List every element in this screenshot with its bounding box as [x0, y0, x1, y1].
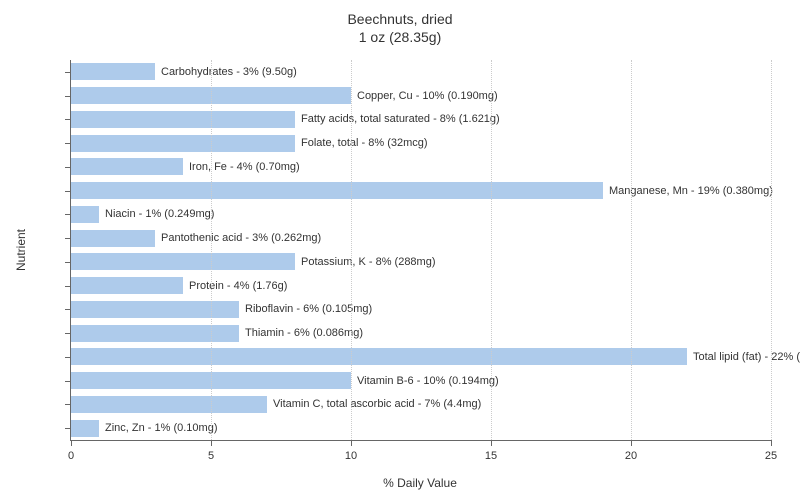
x-tick-label: 20 [625, 450, 637, 462]
y-tick [65, 119, 71, 120]
gridline [771, 60, 772, 440]
bar [71, 301, 239, 318]
bar [71, 206, 99, 223]
bar-label: Vitamin C, total ascorbic acid - 7% (4.4… [273, 398, 481, 410]
bar-label: Total lipid (fat) - 22% (14.18g) [693, 351, 800, 363]
y-tick [65, 404, 71, 405]
bar [71, 348, 687, 365]
y-tick [65, 381, 71, 382]
y-tick [65, 214, 71, 215]
bar [71, 135, 295, 152]
bar-label: Fatty acids, total saturated - 8% (1.621… [301, 113, 500, 125]
y-tick [65, 143, 71, 144]
y-tick [65, 72, 71, 73]
bars-layer: Carbohydrates - 3% (9.50g) Copper, Cu - 1… [71, 60, 771, 440]
gridline [491, 60, 492, 440]
chart-title-line2: 1 oz (28.35g) [359, 29, 442, 45]
bar-label: Carbohydrates - 3% (9.50g) [161, 66, 297, 78]
gridline [351, 60, 352, 440]
x-tick-label: 10 [345, 450, 357, 462]
y-axis-label-text: Nutrient [14, 229, 28, 271]
x-axis-label-text: % Daily Value [383, 476, 457, 490]
bar [71, 63, 155, 80]
bar-label: Riboflavin - 6% (0.105mg) [245, 303, 372, 315]
x-tick [211, 440, 212, 446]
x-tick [631, 440, 632, 446]
y-tick [65, 333, 71, 334]
bar [71, 230, 155, 247]
y-tick [65, 309, 71, 310]
x-axis-label: % Daily Value [70, 476, 770, 490]
chart-title: Beechnuts, dried 1 oz (28.35g) [0, 10, 800, 46]
x-tick-label: 5 [208, 450, 214, 462]
x-tick [71, 440, 72, 446]
x-tick [351, 440, 352, 446]
bar-label: Zinc, Zn - 1% (0.10mg) [105, 422, 217, 434]
bar-label: Niacin - 1% (0.249mg) [105, 208, 214, 220]
x-tick [771, 440, 772, 446]
x-tick [491, 440, 492, 446]
bar-label: Copper, Cu - 10% (0.190mg) [357, 90, 498, 102]
bar [71, 396, 267, 413]
bar [71, 325, 239, 342]
y-tick [65, 262, 71, 263]
bar-label: Manganese, Mn - 19% (0.380mg) [609, 185, 773, 197]
bar [71, 182, 603, 199]
gridline [211, 60, 212, 440]
y-tick [65, 191, 71, 192]
x-tick-label: 25 [765, 450, 777, 462]
y-tick [65, 428, 71, 429]
plot-area: Carbohydrates - 3% (9.50g) Copper, Cu - 1… [70, 60, 771, 441]
nutrient-bar-chart: Beechnuts, dried 1 oz (28.35g) Nutrient … [0, 0, 800, 500]
x-tick-label: 0 [68, 450, 74, 462]
bar [71, 420, 99, 437]
y-tick [65, 96, 71, 97]
bar [71, 111, 295, 128]
y-tick [65, 357, 71, 358]
bar-label: Thiamin - 6% (0.086mg) [245, 327, 363, 339]
bar [71, 253, 295, 270]
bar [71, 158, 183, 175]
x-tick-label: 15 [485, 450, 497, 462]
bar-label: Vitamin B-6 - 10% (0.194mg) [357, 375, 499, 387]
y-tick [65, 286, 71, 287]
bar-label: Pantothenic acid - 3% (0.262mg) [161, 232, 321, 244]
bar-label: Protein - 4% (1.76g) [189, 280, 287, 292]
bar-label: Potassium, K - 8% (288mg) [301, 256, 436, 268]
bar [71, 277, 183, 294]
gridline [631, 60, 632, 440]
bar-label: Folate, total - 8% (32mcg) [301, 137, 428, 149]
y-axis-label: Nutrient [14, 60, 28, 440]
bar-label: Iron, Fe - 4% (0.70mg) [189, 161, 300, 173]
chart-title-line1: Beechnuts, dried [347, 11, 452, 27]
y-tick [65, 238, 71, 239]
y-tick [65, 167, 71, 168]
